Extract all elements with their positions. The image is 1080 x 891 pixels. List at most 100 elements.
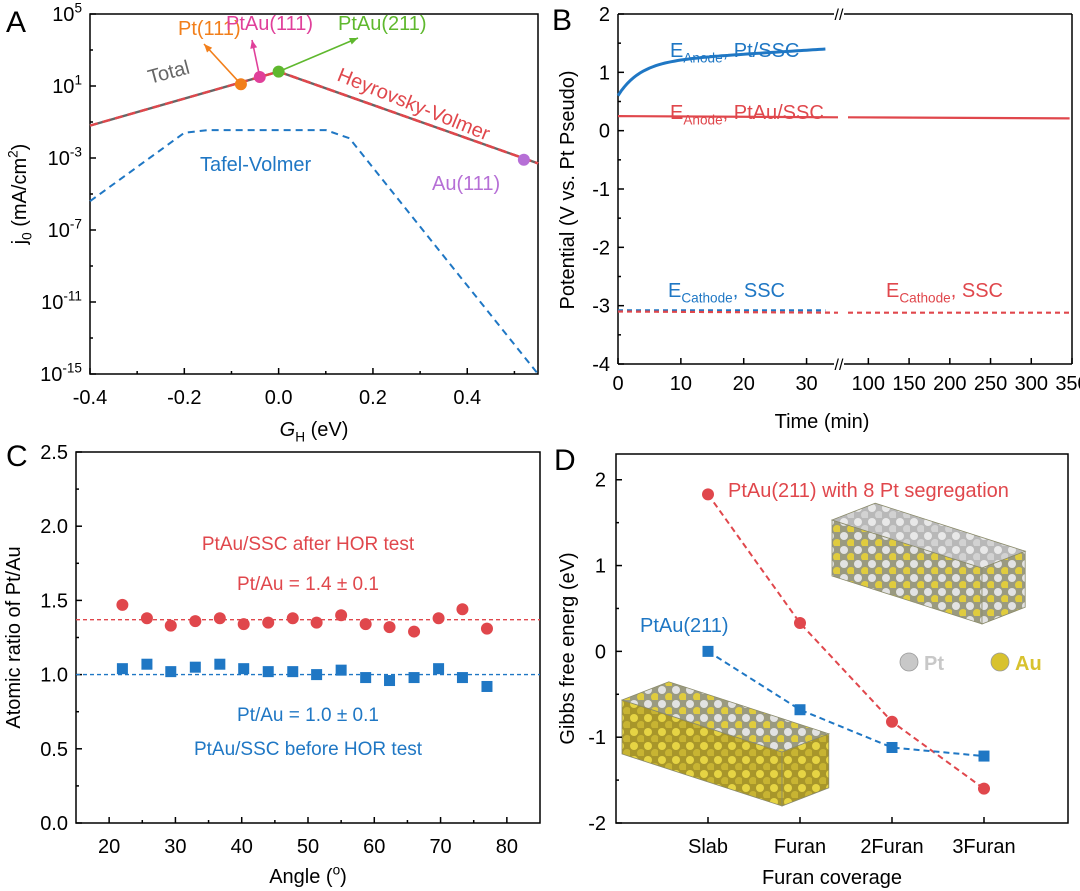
x-tick-label: 30 — [164, 836, 186, 858]
y-axis-label: Gibbs free energ (eV) — [557, 552, 579, 744]
x-axis-label-part: G — [280, 419, 296, 441]
y-tick-label: -1 — [592, 179, 610, 201]
y-tick-label: 2 — [599, 4, 610, 26]
series-cathode-blue-label-part: Cathode — [681, 291, 732, 306]
data-point — [164, 619, 177, 632]
data-point-label: Au(111) — [432, 173, 500, 195]
series-cathode-red-line-left — [617, 310, 839, 314]
series-heyrovsky-volmer-line — [278, 70, 539, 165]
x-axis-label-part: o — [333, 863, 341, 878]
y-tick-label: 2.0 — [40, 516, 68, 538]
slab-end — [981, 550, 1026, 625]
y-axis-label-part: j — [9, 240, 31, 245]
data-point — [311, 669, 323, 681]
x-tick-label: -0.4 — [73, 387, 107, 409]
data-point — [262, 616, 275, 629]
y-tick-label: 2 — [595, 470, 606, 492]
y-axis-label-part: 0 — [20, 232, 35, 240]
y-tick-label-part: 10 — [52, 4, 74, 26]
series-cathode-red-label-part: Cathode — [899, 291, 950, 306]
data-point-label: PtAu(211) — [338, 13, 427, 35]
panel-b: B////0102030100150200250300350210-1-2-3-… — [552, 4, 1080, 433]
y-tick-label: 0.5 — [40, 739, 68, 761]
data-point — [360, 672, 372, 684]
data-point — [384, 675, 396, 687]
y-axis-label-part: 2 — [6, 150, 21, 158]
x-axis-label-part: H — [295, 430, 305, 445]
data-point — [141, 658, 153, 670]
series-anode-pt-label-part: , Pt/SSC — [723, 40, 800, 62]
x-axis-label-part: ) — [340, 866, 347, 888]
y-axis-label: Atomic ratio of Pt/Au — [3, 546, 25, 728]
y-tick-label: 10-3 — [48, 145, 82, 170]
data-point — [272, 65, 285, 78]
data-point — [383, 621, 396, 634]
data-point — [481, 680, 493, 692]
data-point — [517, 153, 530, 166]
data-point — [456, 603, 469, 616]
point-arrow — [203, 43, 242, 85]
plot-frame — [75, 451, 541, 824]
x-tick-label: 40 — [231, 836, 253, 858]
data-point — [286, 612, 299, 625]
x-tick-label: 80 — [496, 836, 518, 858]
y-tick-label-part: 10 — [52, 76, 74, 98]
y-tick-label-part: 5 — [74, 1, 82, 16]
y-tick-label: 101 — [52, 73, 82, 98]
panel-c: C 20 30 40 50 60 70 80 0.0 0.5 1.0 1.5 2.0 2.5 Angle (… — [3, 440, 541, 888]
x-tick-label: 150 — [892, 373, 925, 395]
series-anode-pt-label: EAnode, Pt/SSC — [670, 40, 799, 66]
series-anode-ptau-label-part: , PtAu/SSC — [723, 102, 824, 124]
data-point — [189, 661, 201, 673]
y-tick-label: 10-11 — [41, 289, 82, 314]
y-tick-label: 1.5 — [40, 590, 68, 612]
y-tick-label-part: 10 — [40, 364, 62, 386]
data-point — [234, 78, 247, 91]
y-tick-label: 1 — [599, 62, 610, 84]
axis-break-mark-top: // — [835, 7, 844, 24]
legend-swatch — [899, 652, 919, 672]
x-tick-label: 0.2 — [359, 387, 387, 409]
y-tick-label-part: -7 — [70, 217, 82, 232]
series-cathode-red-label-part: E — [886, 280, 899, 302]
series-anode-ptau-line-right — [847, 116, 1070, 120]
x-tick-label: Slab — [688, 836, 728, 858]
series-anode-ptau-label-part: E — [670, 102, 683, 124]
slab-ptau-illustration — [620, 681, 830, 807]
x-axis-label: GH (eV) — [280, 419, 349, 445]
data-point — [165, 666, 177, 678]
series-anode-ptau-label: EAnode, PtAu/SSC — [670, 102, 824, 128]
x-axis-label-part: Angle ( — [269, 866, 333, 888]
series-anode-pt-label-part: E — [670, 40, 683, 62]
data-point — [140, 612, 153, 625]
x-tick-label: 70 — [429, 836, 451, 858]
series-tafel-volmer-label: Tafel-Volmer — [200, 154, 311, 176]
x-tick-label: 20 — [98, 836, 120, 858]
series-cathode-blue-label: ECathode, SSC — [668, 280, 785, 306]
data-point — [287, 666, 299, 678]
series-heyrovsky-volmer-label: Heyrovsky-Volmer — [334, 64, 493, 145]
x-tick-label: 20 — [733, 373, 755, 395]
y-tick-label-part: -15 — [62, 361, 82, 376]
y-tick-label: -3 — [592, 296, 610, 318]
data-point — [433, 663, 445, 675]
data-point — [978, 750, 990, 762]
y-tick-label: 1.0 — [40, 665, 68, 687]
x-tick-label: 200 — [933, 373, 966, 395]
series-cathode-blue-label-part: , SSC — [733, 280, 785, 302]
y-axis-label: Potential (V vs. Pt Pseudo) — [557, 70, 579, 309]
data-point — [702, 645, 714, 657]
x-tick-label: 10 — [670, 373, 692, 395]
y-tick-label: 0 — [599, 121, 610, 143]
series-anode-ptau-label-part: Anode — [683, 113, 722, 128]
point-arrowhead — [349, 38, 358, 45]
series-segregated-label: PtAu(211) with 8 Pt segregation — [728, 480, 1009, 502]
series-tafel-volmer-line — [89, 129, 539, 375]
x-tick-label: 300 — [1015, 373, 1048, 395]
data-point — [310, 616, 323, 629]
y-tick-label-part: 10 — [48, 148, 70, 170]
data-point — [359, 618, 372, 631]
data-point — [335, 609, 348, 622]
plot-frame — [615, 453, 1069, 824]
panel-label: D — [554, 444, 576, 477]
